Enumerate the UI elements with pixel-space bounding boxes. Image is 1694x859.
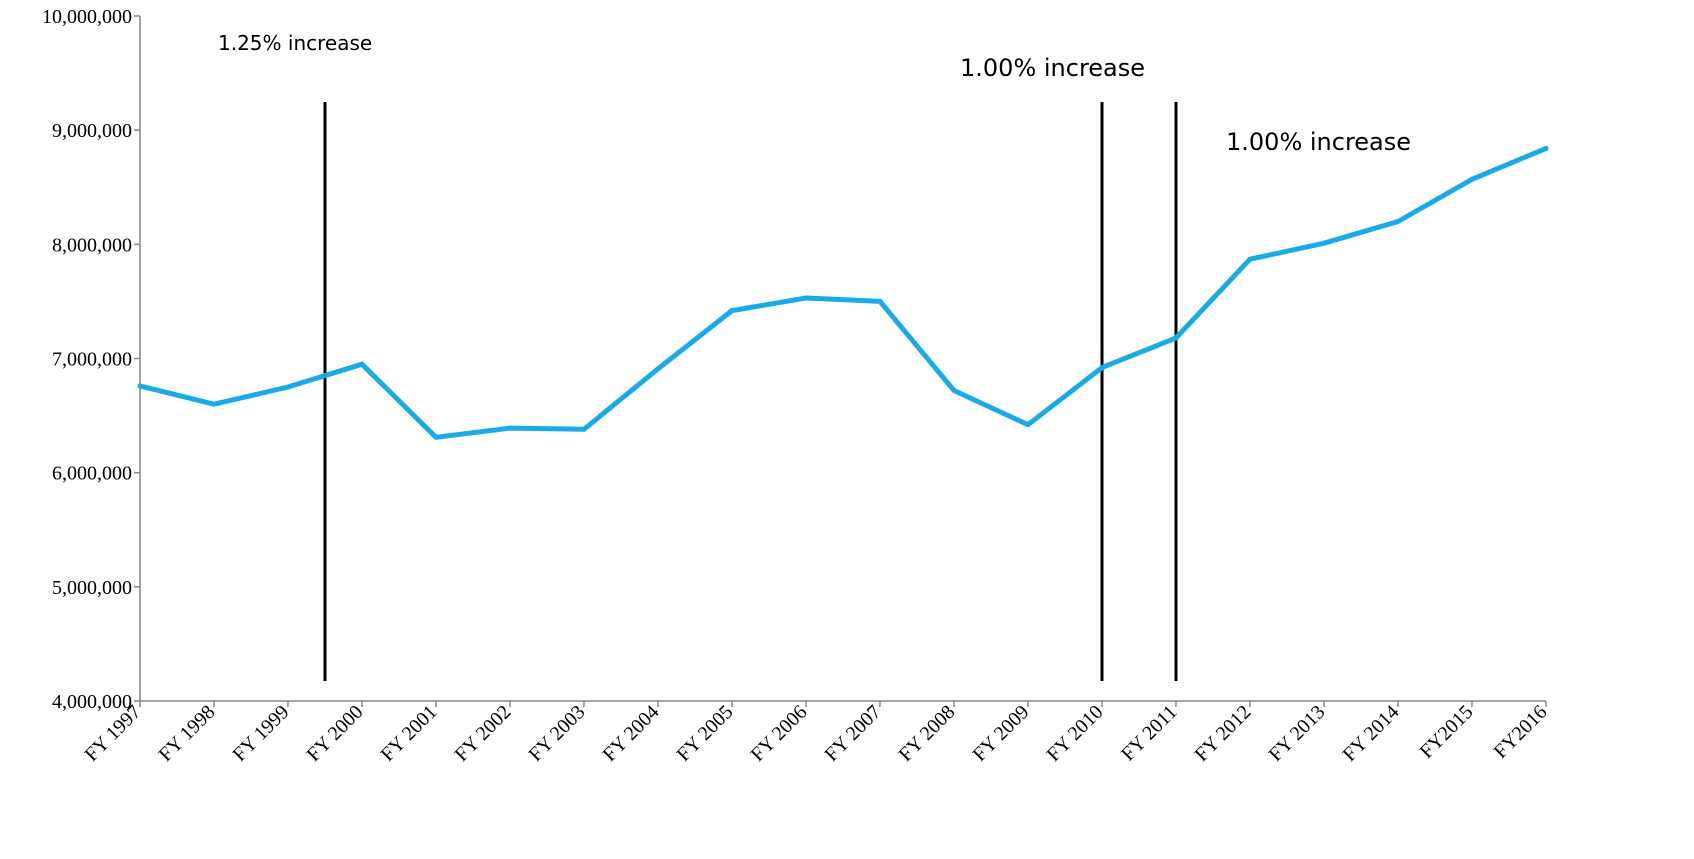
data-point <box>1469 176 1475 182</box>
data-point <box>1025 422 1031 428</box>
y-tick-label: 7,000,000 <box>52 349 132 371</box>
x-tick-label: FY 2013 <box>1265 701 1330 766</box>
data-point <box>951 387 957 393</box>
x-axis-ticks: FY 1997 FY 1998 FY 1999 FY 2000 FY 2001 FY 20… <box>81 701 1552 766</box>
data-point <box>803 295 809 301</box>
x-tick-label: FY 2004 <box>599 701 664 766</box>
data-point <box>359 361 365 367</box>
x-tick-label: FY 2012 <box>1191 701 1256 766</box>
data-point <box>655 366 661 372</box>
x-tick-label: FY 1998 <box>155 701 220 766</box>
x-tick-label: FY 2010 <box>1043 701 1108 766</box>
x-tick-label: FY 2001 <box>377 701 442 766</box>
data-point <box>137 383 143 389</box>
data-point <box>581 426 587 432</box>
x-tick-label: FY 2011 <box>1117 701 1181 765</box>
data-point <box>1395 219 1401 224</box>
data-point <box>1321 240 1327 246</box>
x-tick-label: FY 2003 <box>525 701 590 766</box>
x-tick-label: FY 2009 <box>969 701 1034 766</box>
y-axis-ticks: 4,000,000 5,000,000 6,000,000 7,000,000 8,00… <box>42 6 140 713</box>
annotation-2: 1.00% increase <box>960 54 1145 82</box>
x-tick-label: FY 2000 <box>303 701 368 766</box>
x-tick-label: FY2015 <box>1416 701 1478 763</box>
annotation-1: 1.25% increase <box>218 31 372 55</box>
annotation-3: 1.00% increase <box>1226 128 1411 156</box>
y-tick-label: 4,000,000 <box>52 691 132 713</box>
data-point <box>729 308 735 314</box>
annotations: 1.25% increase 1.00% increase 1.00% incr… <box>218 31 1411 156</box>
data-point <box>1247 256 1253 262</box>
y-tick-label: 10,000,000 <box>42 6 132 28</box>
x-tick-label: FY 2014 <box>1339 701 1404 766</box>
data-point <box>877 298 883 304</box>
data-point <box>1099 365 1105 371</box>
y-tick-label: 5,000,000 <box>52 577 132 599</box>
x-tick-label: FY2016 <box>1490 701 1552 763</box>
y-tick-label: 6,000,000 <box>52 463 132 485</box>
x-tick-label: FY 2008 <box>895 701 960 766</box>
data-point <box>1173 335 1179 341</box>
data-point <box>507 425 513 431</box>
series-group <box>137 145 1549 440</box>
axes <box>139 16 1546 702</box>
data-point <box>1543 145 1549 151</box>
series-line-1 <box>137 145 1549 440</box>
reference-lines <box>323 102 1178 681</box>
x-tick-label: FY 2006 <box>747 701 812 766</box>
x-tick-label: FY 2007 <box>821 701 886 766</box>
data-point <box>211 401 217 407</box>
x-tick-label: FY 2002 <box>451 701 516 766</box>
y-tick-label: 8,000,000 <box>52 234 132 256</box>
x-tick-label: FY 2005 <box>673 701 738 766</box>
y-tick-label: 9,000,000 <box>52 120 132 142</box>
data-point <box>433 434 439 440</box>
x-tick-label: FY 1999 <box>229 701 294 766</box>
data-point <box>285 384 291 390</box>
